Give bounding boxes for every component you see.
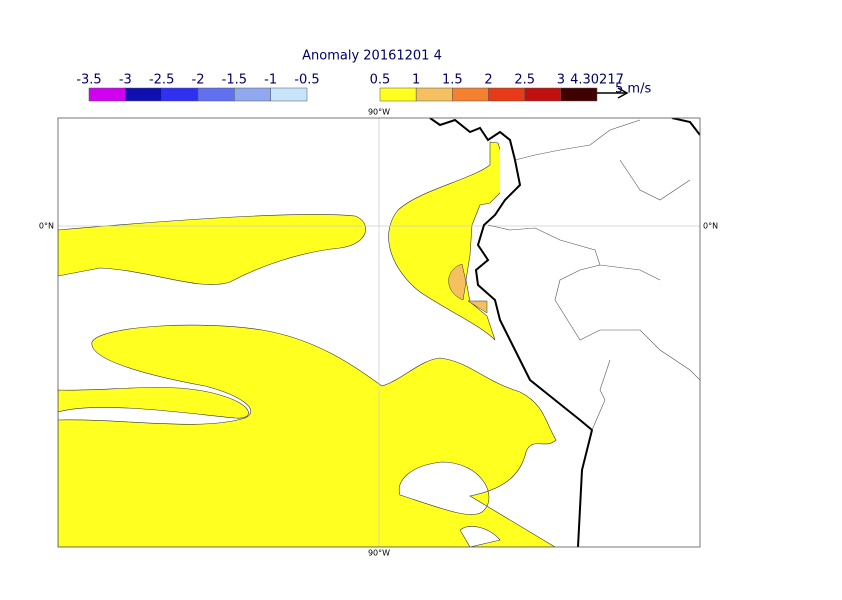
anomaly-region (448, 263, 467, 301)
vector-label: 5 m/s (615, 82, 651, 97)
legend-label: -3 (119, 73, 132, 88)
lat-label-right: 0°N (703, 222, 718, 231)
anomaly-fill (58, 141, 557, 547)
legend-label: 3 (557, 73, 565, 88)
legend-swatch (88, 87, 126, 102)
land-mask (478, 118, 700, 547)
legend-label: -2.5 (149, 73, 174, 88)
legend-swatch (524, 87, 562, 102)
legend-label: 2 (484, 73, 492, 88)
legend-label: 0.5 (370, 73, 391, 88)
lat-label-left: 0°N (39, 222, 54, 231)
legend-label: -3.5 (76, 73, 101, 88)
anomaly-region (388, 141, 506, 341)
legend-label: 2.5 (514, 73, 535, 88)
legend-swatch (125, 87, 162, 102)
anomaly-region (58, 324, 557, 547)
legend-label: -1 (264, 73, 277, 88)
legend-swatch (234, 87, 271, 102)
legend-label: -2 (192, 73, 205, 88)
legends: -3.5 -3 -2.5 -2 -1.5 -1 -0.5 0.5 1 1.5 2 2.5 3 4.3021… (76, 73, 624, 102)
coastline (429, 118, 700, 547)
legend-label: 1 (412, 73, 420, 88)
map-area (58, 118, 700, 547)
lon-label-bottom: 90°W (368, 549, 390, 558)
map-frame (57, 117, 701, 548)
legend-label: 1.5 (442, 73, 463, 88)
legend-swatch (379, 87, 417, 102)
legend-swatch (452, 87, 489, 102)
vector-arrow-head (617, 87, 629, 99)
reference-vector: 5 m/s (597, 82, 651, 99)
lon-label-top: 90°W (368, 108, 390, 117)
anomaly-region (467, 300, 488, 314)
legend-swatch (560, 87, 598, 102)
legend-label: -0.5 (294, 73, 319, 88)
anomaly-region (58, 214, 366, 285)
borders (487, 119, 700, 431)
legend-swatch (415, 87, 453, 102)
legend-swatch (197, 87, 235, 102)
legend-swatch (488, 87, 525, 102)
legend-label: -1.5 (222, 73, 247, 88)
legend-swatch (161, 87, 199, 102)
legend-swatch (270, 87, 308, 102)
anomaly-fill-orange (448, 263, 488, 314)
title: Anomaly 20161201 4 (302, 49, 442, 64)
legend-label: 4.30217 (570, 73, 624, 88)
land (478, 118, 700, 547)
